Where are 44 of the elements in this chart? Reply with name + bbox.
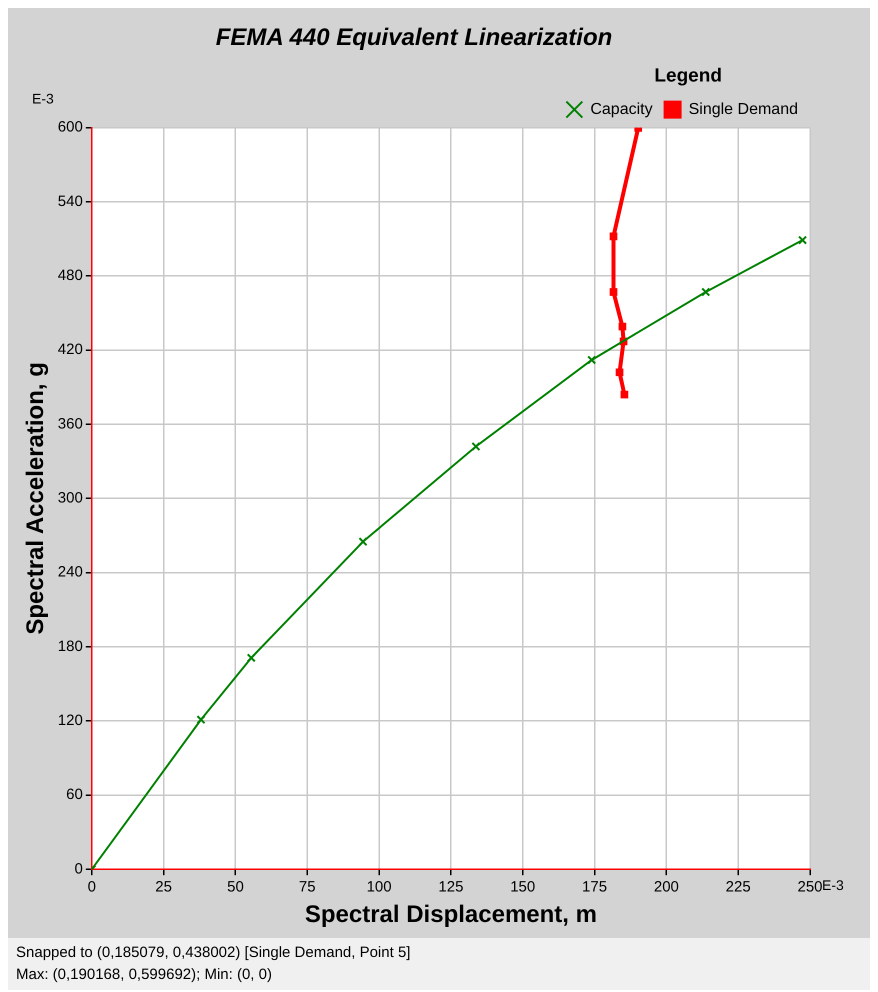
point <box>610 232 618 240</box>
point <box>618 322 626 330</box>
x-axis-title: Spectral Displacement, m <box>304 901 597 928</box>
legend-title: Legend <box>654 66 722 87</box>
text: Snapped to (0,185079, 0,438002) [Single Demand, Point 5] <box>16 943 412 963</box>
y-tick-label: 0 <box>74 860 83 878</box>
point <box>196 715 206 724</box>
y-tick-label: 600 <box>58 118 83 136</box>
point <box>587 355 596 365</box>
point <box>358 537 368 546</box>
x-tick-label: 25 <box>155 878 172 896</box>
y-tick-label: 300 <box>58 490 83 507</box>
y-tick-label: 240 <box>58 564 83 581</box>
y-tick-label: 60 <box>66 786 83 804</box>
x-tick-label: 50 <box>227 878 244 896</box>
y-tick-label: 360 <box>58 415 83 432</box>
point <box>610 288 618 296</box>
x-tick-label: 250 <box>797 878 823 896</box>
point <box>701 287 710 297</box>
point <box>620 390 628 398</box>
point <box>246 653 256 662</box>
text: E-3 <box>822 877 844 894</box>
text: E-3 <box>32 90 54 106</box>
x-tick-label: 175 <box>582 878 608 896</box>
x-tick-label: 75 <box>298 878 316 896</box>
x-tick-label: 125 <box>438 878 464 896</box>
x-tick-label: 225 <box>726 878 751 896</box>
x-tick-label: 150 <box>510 878 536 896</box>
y-tick-label: 120 <box>58 712 83 730</box>
x-tick-label: 200 <box>654 878 679 896</box>
point <box>471 442 480 452</box>
y-tick-label: 480 <box>58 267 83 284</box>
point <box>616 368 624 376</box>
x-tick-label: 100 <box>366 878 392 896</box>
text: Max: (0,190168, 0,599692); Min: (0, 0) <box>16 965 273 985</box>
x-tick-label: 0 <box>88 878 96 896</box>
y-axis-title: Spectral Acceleration, g <box>22 362 50 635</box>
legend-label: Capacity <box>590 101 653 118</box>
y-tick-label: 180 <box>58 638 83 655</box>
y-tick-label: 540 <box>58 192 83 210</box>
chart-title: FEMA 440 Equivalent Linearization <box>216 24 612 52</box>
point <box>798 236 808 245</box>
y-tick-label: 420 <box>58 341 83 358</box>
legend-label: Single Demand <box>688 101 798 118</box>
